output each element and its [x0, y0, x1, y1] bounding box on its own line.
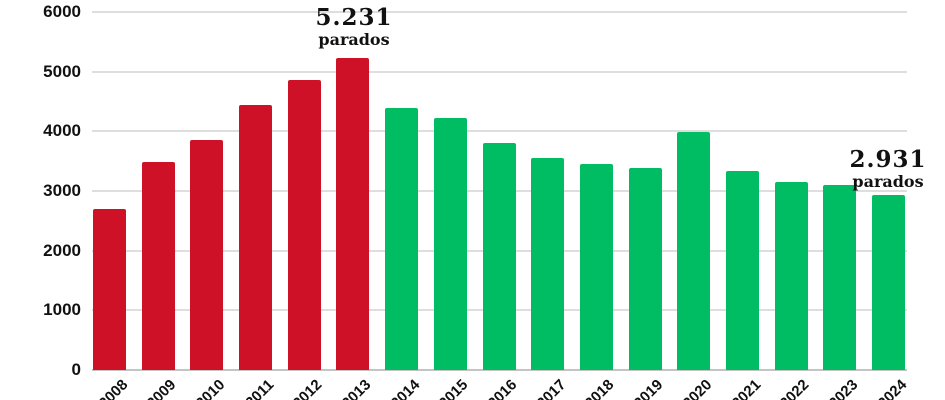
- bar-2013: [336, 57, 370, 370]
- gridline-6000: [92, 11, 907, 13]
- bar-2023: [823, 185, 857, 370]
- bar-2021: [726, 171, 759, 370]
- bar-2017: [531, 158, 565, 370]
- bar-2022: [774, 182, 808, 370]
- annotation-latest-value: 2.931: [849, 146, 927, 173]
- annotation-peak-value: 5.231: [315, 4, 393, 31]
- gridline-0: [92, 369, 907, 371]
- gridline-5000: [92, 70, 907, 73]
- y-axis-tick-label-2000: 2000: [43, 240, 81, 260]
- bar-2016: [482, 143, 516, 370]
- y-axis-tick-label-5000: 5000: [43, 61, 81, 81]
- y-axis-tick-label-0: 0: [71, 360, 81, 379]
- annotation-latest: 2.931 parados: [828, 146, 945, 191]
- bar-2015: [433, 117, 467, 370]
- x-axis-label-2008: 2008: [95, 376, 131, 400]
- bar-2019: [628, 168, 662, 370]
- y-axis-tick-label-3000: 3000: [43, 181, 81, 200]
- y-axis-tick-label-4000: 4000: [43, 121, 81, 141]
- annotation-peak: 5.231 parados: [294, 4, 414, 49]
- annotation-peak-unit: parados: [318, 30, 390, 49]
- bar-2012: [287, 80, 321, 370]
- bar-2020: [677, 131, 711, 370]
- bar-2009: [141, 162, 175, 370]
- annotation-latest-unit: parados: [852, 172, 924, 191]
- plot-area: [92, 11, 907, 371]
- bar-2014: [385, 108, 419, 370]
- y-axis-tick-label-6000: 6000: [43, 2, 81, 21]
- bar-2018: [579, 163, 613, 370]
- bar-2011: [239, 105, 273, 370]
- bar-2010: [190, 140, 224, 370]
- bar-2024: [872, 195, 905, 370]
- bar-2008: [93, 208, 126, 370]
- y-axis-tick-label-1000: 1000: [43, 300, 81, 320]
- gridline-4000: [92, 130, 907, 133]
